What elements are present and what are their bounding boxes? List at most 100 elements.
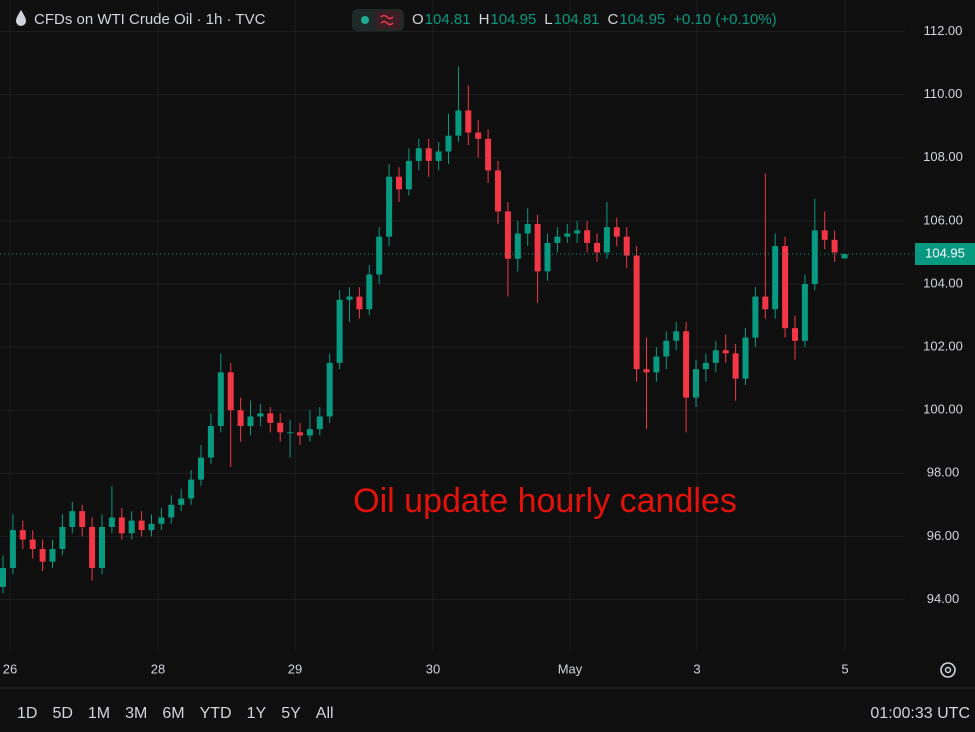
ohlc-value: 104.95: [490, 11, 536, 28]
candle-body: [653, 356, 660, 373]
y-tick-label: 110.00: [924, 86, 963, 101]
candle-body: [841, 254, 848, 259]
candle-body: [485, 138, 492, 171]
candle-body: [29, 539, 36, 550]
candle-body: [663, 340, 670, 357]
x-tick-label: 26: [3, 661, 17, 676]
candle-body: [376, 236, 383, 275]
candle-body: [643, 369, 650, 373]
range-button[interactable]: 5D: [52, 705, 72, 722]
range-button[interactable]: 1M: [88, 705, 110, 722]
y-tick-label: 112.00: [924, 23, 963, 38]
candle-body: [89, 526, 96, 568]
settings-icon[interactable]: [940, 662, 956, 678]
candle-body: [207, 425, 214, 458]
candle-body: [623, 236, 630, 256]
range-button[interactable]: 1D: [17, 705, 37, 722]
chart-title: CFDs on WTI Crude Oil · 1h · TVC: [34, 11, 266, 28]
candle-body: [445, 135, 452, 152]
candle-body: [257, 413, 264, 417]
candle-body: [39, 549, 46, 562]
clock: 01:00:33 UTC: [870, 705, 970, 722]
candle-body: [811, 230, 818, 284]
candle-body: [306, 429, 313, 436]
candle-body: [801, 283, 808, 341]
candle-body: [574, 230, 581, 234]
y-tick-label: 104.00: [923, 275, 963, 290]
y-tick-label: 106.00: [923, 212, 963, 227]
candle-body: [821, 230, 828, 240]
x-tick-label: 3: [693, 661, 700, 676]
range-button[interactable]: YTD: [200, 705, 232, 722]
candle-body: [544, 242, 551, 272]
range-button[interactable]: 5Y: [281, 705, 301, 722]
candle-body: [732, 353, 739, 379]
y-tick-label: 108.00: [923, 149, 963, 164]
candle-body: [297, 432, 303, 436]
ohlc-key: O: [412, 11, 424, 28]
candle-body: [534, 224, 541, 272]
candle-body: [0, 567, 6, 587]
change: +0.10 (+0.10%): [673, 11, 776, 28]
candle-body: [168, 504, 175, 518]
candle-body: [475, 132, 482, 139]
candle-body: [108, 517, 115, 527]
range-button[interactable]: All: [316, 705, 334, 722]
candles: 104.95: [0, 66, 975, 594]
annotation: Oil update hourly candles: [353, 482, 737, 520]
candle-body: [722, 350, 729, 354]
candle-body: [524, 224, 531, 234]
range-button[interactable]: 1Y: [247, 705, 267, 722]
candle-body: [564, 233, 571, 237]
candle-body: [59, 526, 66, 550]
candle-body: [405, 160, 412, 190]
status-dot: [361, 16, 369, 24]
range-button[interactable]: 6M: [162, 705, 184, 722]
candle-body: [742, 337, 749, 379]
candle-body: [782, 246, 789, 329]
candle-body: [49, 549, 56, 562]
y-tick-label: 102.00: [923, 339, 963, 354]
candle-body: [831, 239, 838, 253]
candle-body: [772, 246, 779, 310]
candle-body: [19, 530, 26, 540]
candle-body: [594, 242, 600, 253]
grid: 94.00 96.00 98.00 100.00 102.00 104.00 106.00 1…: [0, 0, 963, 676]
candle-body: [603, 227, 610, 253]
ohlc-key: H: [479, 11, 490, 28]
ohlc-key: L: [544, 11, 552, 28]
candle-body: [247, 416, 254, 426]
x-tick-label: 28: [151, 661, 165, 676]
range-button[interactable]: 3M: [125, 705, 147, 722]
ohlc-value: 104.81: [425, 11, 471, 28]
candle-body: [346, 296, 353, 300]
last-price-label: 104.95: [925, 245, 965, 260]
candle-body: [683, 331, 690, 398]
x-tick-label: May: [558, 661, 583, 676]
candle-body: [128, 520, 135, 534]
candle-body: [762, 296, 769, 310]
y-tick-label: 96.00: [927, 528, 960, 543]
candle-body: [138, 520, 145, 531]
candle-body: [237, 410, 244, 426]
candle-body: [792, 328, 798, 341]
candle-body: [514, 233, 521, 259]
status-delay: [375, 11, 401, 29]
x-tick-label: 30: [426, 661, 440, 676]
y-tick-label: 100.00: [923, 402, 963, 417]
candle-body: [435, 151, 442, 161]
candle-body: [188, 479, 195, 499]
y-tick-label: 98.00: [927, 465, 960, 480]
candle-body: [504, 211, 511, 259]
candle-body: [673, 331, 680, 341]
candle-body: [386, 176, 393, 237]
candle-body: [702, 362, 709, 370]
candle-body: [712, 350, 719, 363]
candle-body: [425, 148, 432, 161]
candle-body: [227, 372, 234, 411]
candle-body: [277, 422, 284, 433]
x-tick-label: 29: [288, 661, 302, 676]
candle-body: [415, 148, 422, 161]
x-tick-label: 5: [841, 661, 848, 676]
